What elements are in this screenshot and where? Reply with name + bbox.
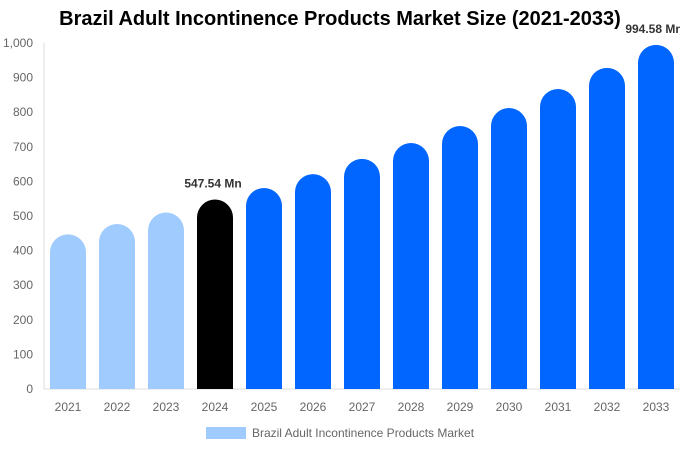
- bar-2024: [197, 199, 233, 389]
- bar-2029: [442, 126, 478, 390]
- bar-2022: [99, 223, 135, 389]
- y-tick-label: 700: [13, 140, 33, 154]
- y-tick-label: 400: [13, 244, 33, 258]
- x-tick-label: 2025: [251, 400, 278, 414]
- bar-2033: [638, 44, 674, 390]
- y-tick-label: 300: [13, 278, 33, 292]
- x-tick-label: 2030: [496, 400, 523, 414]
- bar-2028: [393, 142, 429, 389]
- x-tick-label: 2032: [594, 400, 621, 414]
- y-tick-label: 0: [26, 382, 33, 396]
- legend: Brazil Adult Incontinence Products Marke…: [0, 426, 680, 440]
- bar-2025: [246, 187, 282, 389]
- x-tick-label: 2029: [447, 400, 474, 414]
- y-tick-label: 600: [13, 174, 33, 188]
- bar-2030: [491, 108, 527, 389]
- y-tick-label: 500: [13, 209, 33, 223]
- x-tick-label: 2033: [643, 400, 670, 414]
- data-label-2024: 547.54 Mn: [184, 177, 241, 191]
- x-tick-label: 2028: [398, 400, 425, 414]
- y-tick-label: 100: [13, 347, 33, 361]
- y-tick-label: 800: [13, 105, 33, 119]
- bar-2026: [295, 174, 331, 389]
- y-tick-label: 1,000: [3, 36, 33, 50]
- x-tick-label: 2023: [153, 400, 180, 414]
- bar-2031: [540, 89, 576, 389]
- bar-2032: [589, 67, 625, 390]
- chart-title: Brazil Adult Incontinence Products Marke…: [59, 8, 621, 30]
- x-tick-label: 2031: [545, 400, 572, 414]
- x-tick-label: 2026: [300, 400, 327, 414]
- bar-2027: [344, 158, 380, 389]
- x-tick-label: 2024: [202, 400, 229, 414]
- y-tick-label: 200: [13, 313, 33, 327]
- x-tick-label: 2022: [104, 400, 131, 414]
- legend-label: Brazil Adult Incontinence Products Marke…: [251, 426, 475, 440]
- data-label-2033: 994.58 Mn: [625, 22, 680, 36]
- x-tick-label: 2027: [349, 400, 376, 414]
- bar-2023: [148, 212, 184, 389]
- legend-swatch: [205, 427, 246, 439]
- y-tick-label: 900: [13, 71, 33, 85]
- x-tick-label: 2021: [55, 400, 82, 414]
- bar-2021: [50, 234, 86, 389]
